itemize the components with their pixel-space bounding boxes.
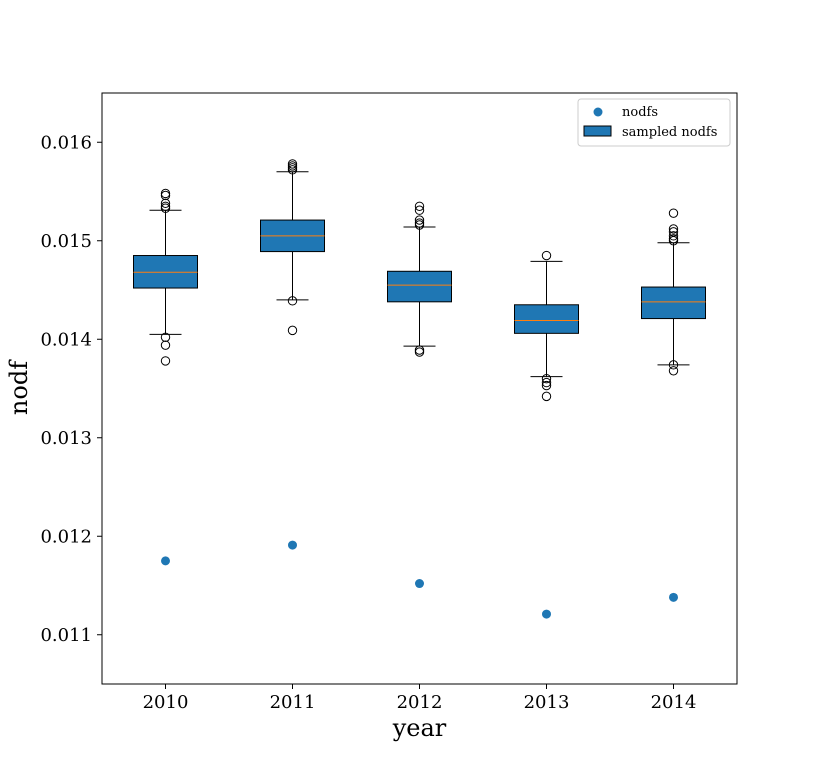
x-axis-ticks: 2010 2011 2012 2013 2014 xyxy=(143,684,697,713)
outlier-point xyxy=(669,209,677,217)
x-tick-label: 2011 xyxy=(270,692,316,713)
box-iqr xyxy=(515,305,579,334)
outlier-point xyxy=(161,341,169,349)
outlier-point xyxy=(415,348,423,356)
y-tick-label: 0.011 xyxy=(40,625,92,646)
x-tick-label: 2010 xyxy=(143,692,189,713)
box-iqr xyxy=(642,287,706,319)
nodfs-point xyxy=(288,541,297,550)
legend-marker-sampled-nodfs xyxy=(584,126,611,136)
plot-frame xyxy=(102,93,737,684)
outlier-point xyxy=(669,367,677,375)
y-tick-label: 0.016 xyxy=(40,132,92,153)
y-axis-ticks: 0.011 0.012 0.013 0.014 0.015 0.016 xyxy=(40,132,102,646)
box-2012 xyxy=(388,202,452,356)
outlier-point xyxy=(161,357,169,365)
legend-label-sampled-nodfs: sampled nodfs xyxy=(622,125,717,140)
y-tick-label: 0.014 xyxy=(40,329,92,350)
box-2011 xyxy=(261,160,325,335)
x-tick-label: 2014 xyxy=(651,692,697,713)
box-2013 xyxy=(515,251,579,400)
outlier-point xyxy=(288,326,296,334)
box-layer xyxy=(134,160,706,401)
nodfs-point xyxy=(161,556,170,565)
nodfs-point xyxy=(669,593,678,602)
scatter-layer xyxy=(161,541,678,619)
outlier-point xyxy=(542,392,550,400)
legend: nodfs sampled nodfs xyxy=(578,99,730,146)
outlier-point xyxy=(542,251,550,259)
box-2010 xyxy=(134,189,198,365)
box-iqr xyxy=(388,271,452,302)
y-tick-label: 0.015 xyxy=(40,231,92,252)
legend-label-nodfs: nodfs xyxy=(622,105,658,120)
box-2014 xyxy=(642,209,706,375)
outlier-point xyxy=(415,346,423,354)
y-axis-label: nodf xyxy=(5,359,33,415)
nodfs-point xyxy=(542,610,551,619)
outlier-point xyxy=(161,191,169,199)
x-tick-label: 2012 xyxy=(397,692,443,713)
y-tick-label: 0.012 xyxy=(40,526,92,547)
x-tick-label: 2013 xyxy=(524,692,570,713)
legend-marker-nodfs xyxy=(594,108,603,117)
outlier-point xyxy=(161,189,169,197)
nodfs-point xyxy=(415,579,424,588)
x-axis-label: year xyxy=(392,714,447,742)
y-tick-label: 0.013 xyxy=(40,428,92,449)
